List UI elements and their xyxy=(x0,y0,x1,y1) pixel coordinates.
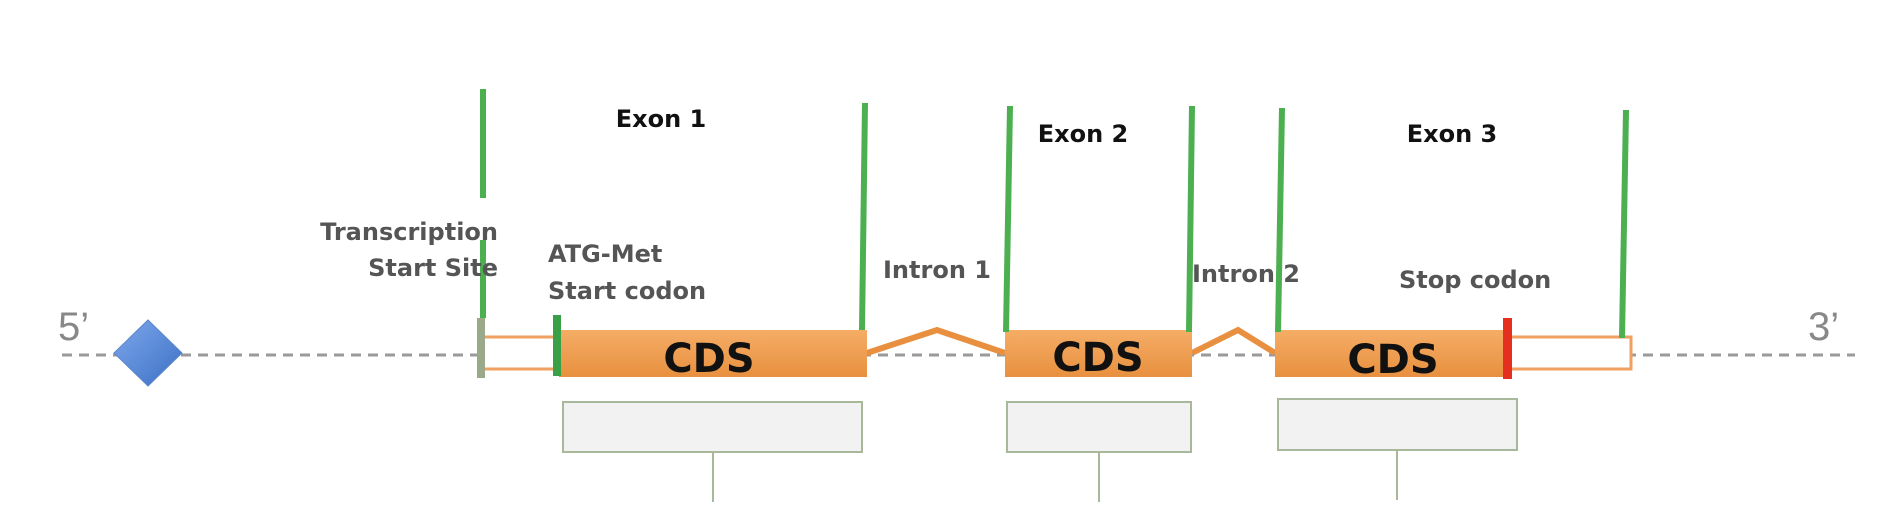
exon-2-start-line xyxy=(1003,105,1013,333)
exon-3-label: Exon 3 xyxy=(1407,120,1498,148)
exon-2-bracket xyxy=(1006,401,1192,453)
exon-2-cds-box xyxy=(1005,330,1192,377)
intron-1-line xyxy=(866,326,1006,356)
exon-3-cds-label: CDS xyxy=(1347,337,1438,383)
tss-label-line1: Transcription xyxy=(320,218,498,246)
exon-1-bracket xyxy=(562,401,863,453)
three-prime-utr xyxy=(1505,335,1633,371)
exon-1-label: Exon 1 xyxy=(616,105,707,133)
tss-bar xyxy=(477,318,485,378)
exon-1-end-line xyxy=(859,102,868,331)
intron-1-label: Intron 1 xyxy=(883,256,991,284)
five-prime-utr xyxy=(480,335,561,371)
start-codon-label-line1: ATG-Met xyxy=(548,240,662,268)
start-codon-marker xyxy=(553,315,561,376)
stop-codon-label: Stop codon xyxy=(1399,266,1551,294)
three-prime-label: 3’ xyxy=(1808,305,1839,349)
start-codon-label-line2: Start codon xyxy=(548,277,706,305)
exon-3-bracket xyxy=(1277,398,1518,451)
exon-3-end-line xyxy=(1619,109,1629,339)
intron-2-label: Intron 2 xyxy=(1192,260,1300,288)
tss-label-line2: Start Site xyxy=(368,254,498,282)
exon-1-cds-box xyxy=(559,330,867,377)
exon-3-cds-box xyxy=(1275,330,1507,377)
diamond-icon xyxy=(113,319,183,387)
exon-2-label: Exon 2 xyxy=(1038,120,1129,148)
intron-2-line xyxy=(1190,326,1277,356)
stop-codon-marker xyxy=(1503,318,1512,379)
exon-2-cds-label: CDS xyxy=(1052,335,1143,381)
exon-2-end-line xyxy=(1186,105,1195,333)
exon-3-start-line xyxy=(1275,107,1285,333)
five-prime-label: 5’ xyxy=(58,305,89,349)
exon-1-cds-label: CDS xyxy=(663,336,754,382)
